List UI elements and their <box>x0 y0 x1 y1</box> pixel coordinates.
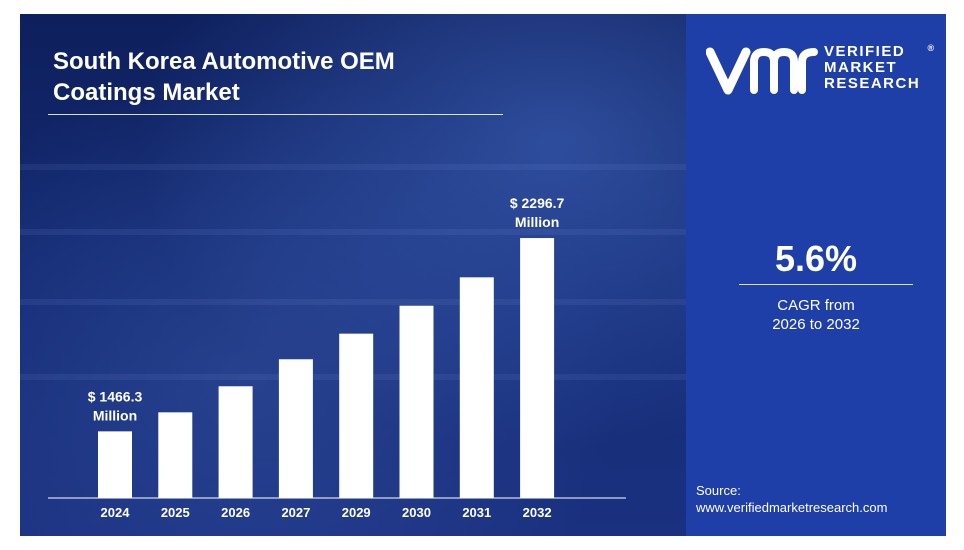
x-tick-label-2027: 2027 <box>281 505 310 520</box>
cagr-label-line1: CAGR from <box>777 297 855 314</box>
cagr-divider <box>739 284 913 285</box>
bar-2027 <box>278 359 313 498</box>
bar-chart: 2024 2025 2026 2027 2029 2030 2031 2032 $ 1466.… <box>48 195 626 520</box>
cagr-label: CAGR from 2026 to 2032 <box>686 296 946 334</box>
background-shelf <box>20 229 686 235</box>
registered-mark: ® <box>927 43 935 53</box>
background-shelf <box>20 299 686 305</box>
cagr-value: 5.6% <box>774 238 858 279</box>
chart-title-line1: South Korea Automotive OEM <box>53 48 395 75</box>
x-tick-labels: 2024 2025 2026 2027 2029 2030 2031 2032 <box>101 505 552 520</box>
x-tick-label-2032: 2032 <box>523 505 552 520</box>
bar-2029 <box>339 333 374 498</box>
background-shelf <box>20 164 686 170</box>
value-label-2024-line1: $ 1466.3 <box>88 388 143 404</box>
brand-line2: MARKET <box>824 59 898 76</box>
source-url: www.verifiedmarketresearch.com <box>696 500 888 515</box>
bar-2024 <box>98 431 132 498</box>
infographic-card: South Korea Automotive OEM Coatings Mark… <box>20 14 946 536</box>
bar-2032 <box>520 238 555 499</box>
chart-title-line2: Coatings Market <box>53 79 240 106</box>
brand-name: VERIFIED MARKET RESEARCH ® <box>824 43 934 92</box>
value-label-2032-line1: $ 2296.7 <box>510 195 565 211</box>
x-tick-label-2026: 2026 <box>221 505 250 520</box>
value-annotations: $ 1466.3 Million $ 2296.7 Million <box>88 195 565 423</box>
bar-2030 <box>399 305 434 498</box>
chart-title: South Korea Automotive OEM Coatings Mark… <box>53 46 513 108</box>
summary-panel: VERIFIED MARKET RESEARCH ® 5.6% CAGR fro… <box>686 14 946 536</box>
value-label-2032-line2: Million <box>515 214 559 230</box>
x-tick-label-2030: 2030 <box>402 505 431 520</box>
x-tick-label-2024: 2024 <box>101 505 131 520</box>
cagr-label-line2: 2026 to 2032 <box>772 316 860 333</box>
vmr-logo-icon <box>706 47 818 95</box>
bar-2026 <box>218 386 253 498</box>
bar-2031 <box>459 277 494 498</box>
bar-group <box>98 238 555 499</box>
bar-2025 <box>158 412 193 498</box>
brand-line1: VERIFIED <box>824 43 906 60</box>
chart-panel: South Korea Automotive OEM Coatings Mark… <box>20 14 686 536</box>
value-label-2024-line2: Million <box>93 407 137 423</box>
source-label: Source: <box>696 483 741 498</box>
x-tick-label-2029: 2029 <box>342 505 371 520</box>
x-tick-label-2025: 2025 <box>161 505 190 520</box>
source-credit: Source: www.verifiedmarketresearch.com <box>696 482 887 516</box>
brand-line3: RESEARCH <box>824 75 921 92</box>
title-underline <box>48 114 503 115</box>
x-tick-label-2031: 2031 <box>462 505 491 520</box>
